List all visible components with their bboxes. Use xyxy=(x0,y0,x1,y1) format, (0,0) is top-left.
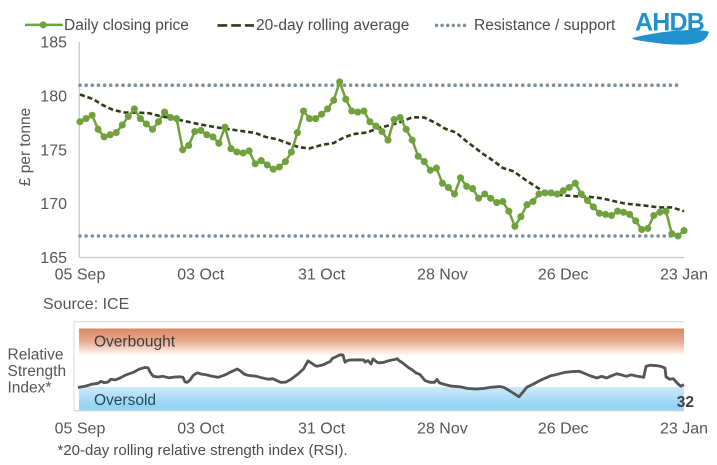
svg-text:Overbought: Overbought xyxy=(94,334,176,351)
svg-text:32: 32 xyxy=(677,394,694,411)
svg-text:Relative: Relative xyxy=(8,347,64,364)
svg-text:180: 180 xyxy=(40,89,67,106)
svg-text:28 Nov: 28 Nov xyxy=(417,267,468,284)
svg-text:185: 185 xyxy=(40,35,67,52)
svg-text:Resistance / support: Resistance / support xyxy=(474,17,616,34)
svg-text:31 Oct: 31 Oct xyxy=(298,421,346,438)
svg-text:05 Sep: 05 Sep xyxy=(55,267,106,284)
svg-text:26 Dec: 26 Dec xyxy=(538,421,589,438)
svg-text:Source: ICE: Source: ICE xyxy=(43,296,129,313)
svg-text:23 Jan: 23 Jan xyxy=(660,421,708,438)
svg-text:170: 170 xyxy=(40,196,67,213)
svg-text:05 Sep: 05 Sep xyxy=(55,421,106,438)
svg-text:26 Dec: 26 Dec xyxy=(538,267,589,284)
svg-text:175: 175 xyxy=(40,142,67,159)
svg-text:Oversold: Oversold xyxy=(94,392,156,409)
svg-text:165: 165 xyxy=(40,250,67,267)
svg-text:20-day rolling average: 20-day rolling average xyxy=(256,17,409,34)
svg-text:*20-day rolling relative stren: *20-day rolling relative strength index … xyxy=(58,442,348,459)
svg-text:23 Jan: 23 Jan xyxy=(660,267,708,284)
svg-text:Index*: Index* xyxy=(8,380,52,397)
svg-text:Strength: Strength xyxy=(8,363,67,380)
svg-text:Daily closing price: Daily closing price xyxy=(64,17,189,34)
svg-text:£ per tonne: £ per tonne xyxy=(17,108,34,186)
svg-text:28 Nov: 28 Nov xyxy=(417,421,468,438)
svg-text:03 Oct: 03 Oct xyxy=(177,421,225,438)
svg-text:31 Oct: 31 Oct xyxy=(298,267,346,284)
svg-text:03 Oct: 03 Oct xyxy=(177,267,225,284)
